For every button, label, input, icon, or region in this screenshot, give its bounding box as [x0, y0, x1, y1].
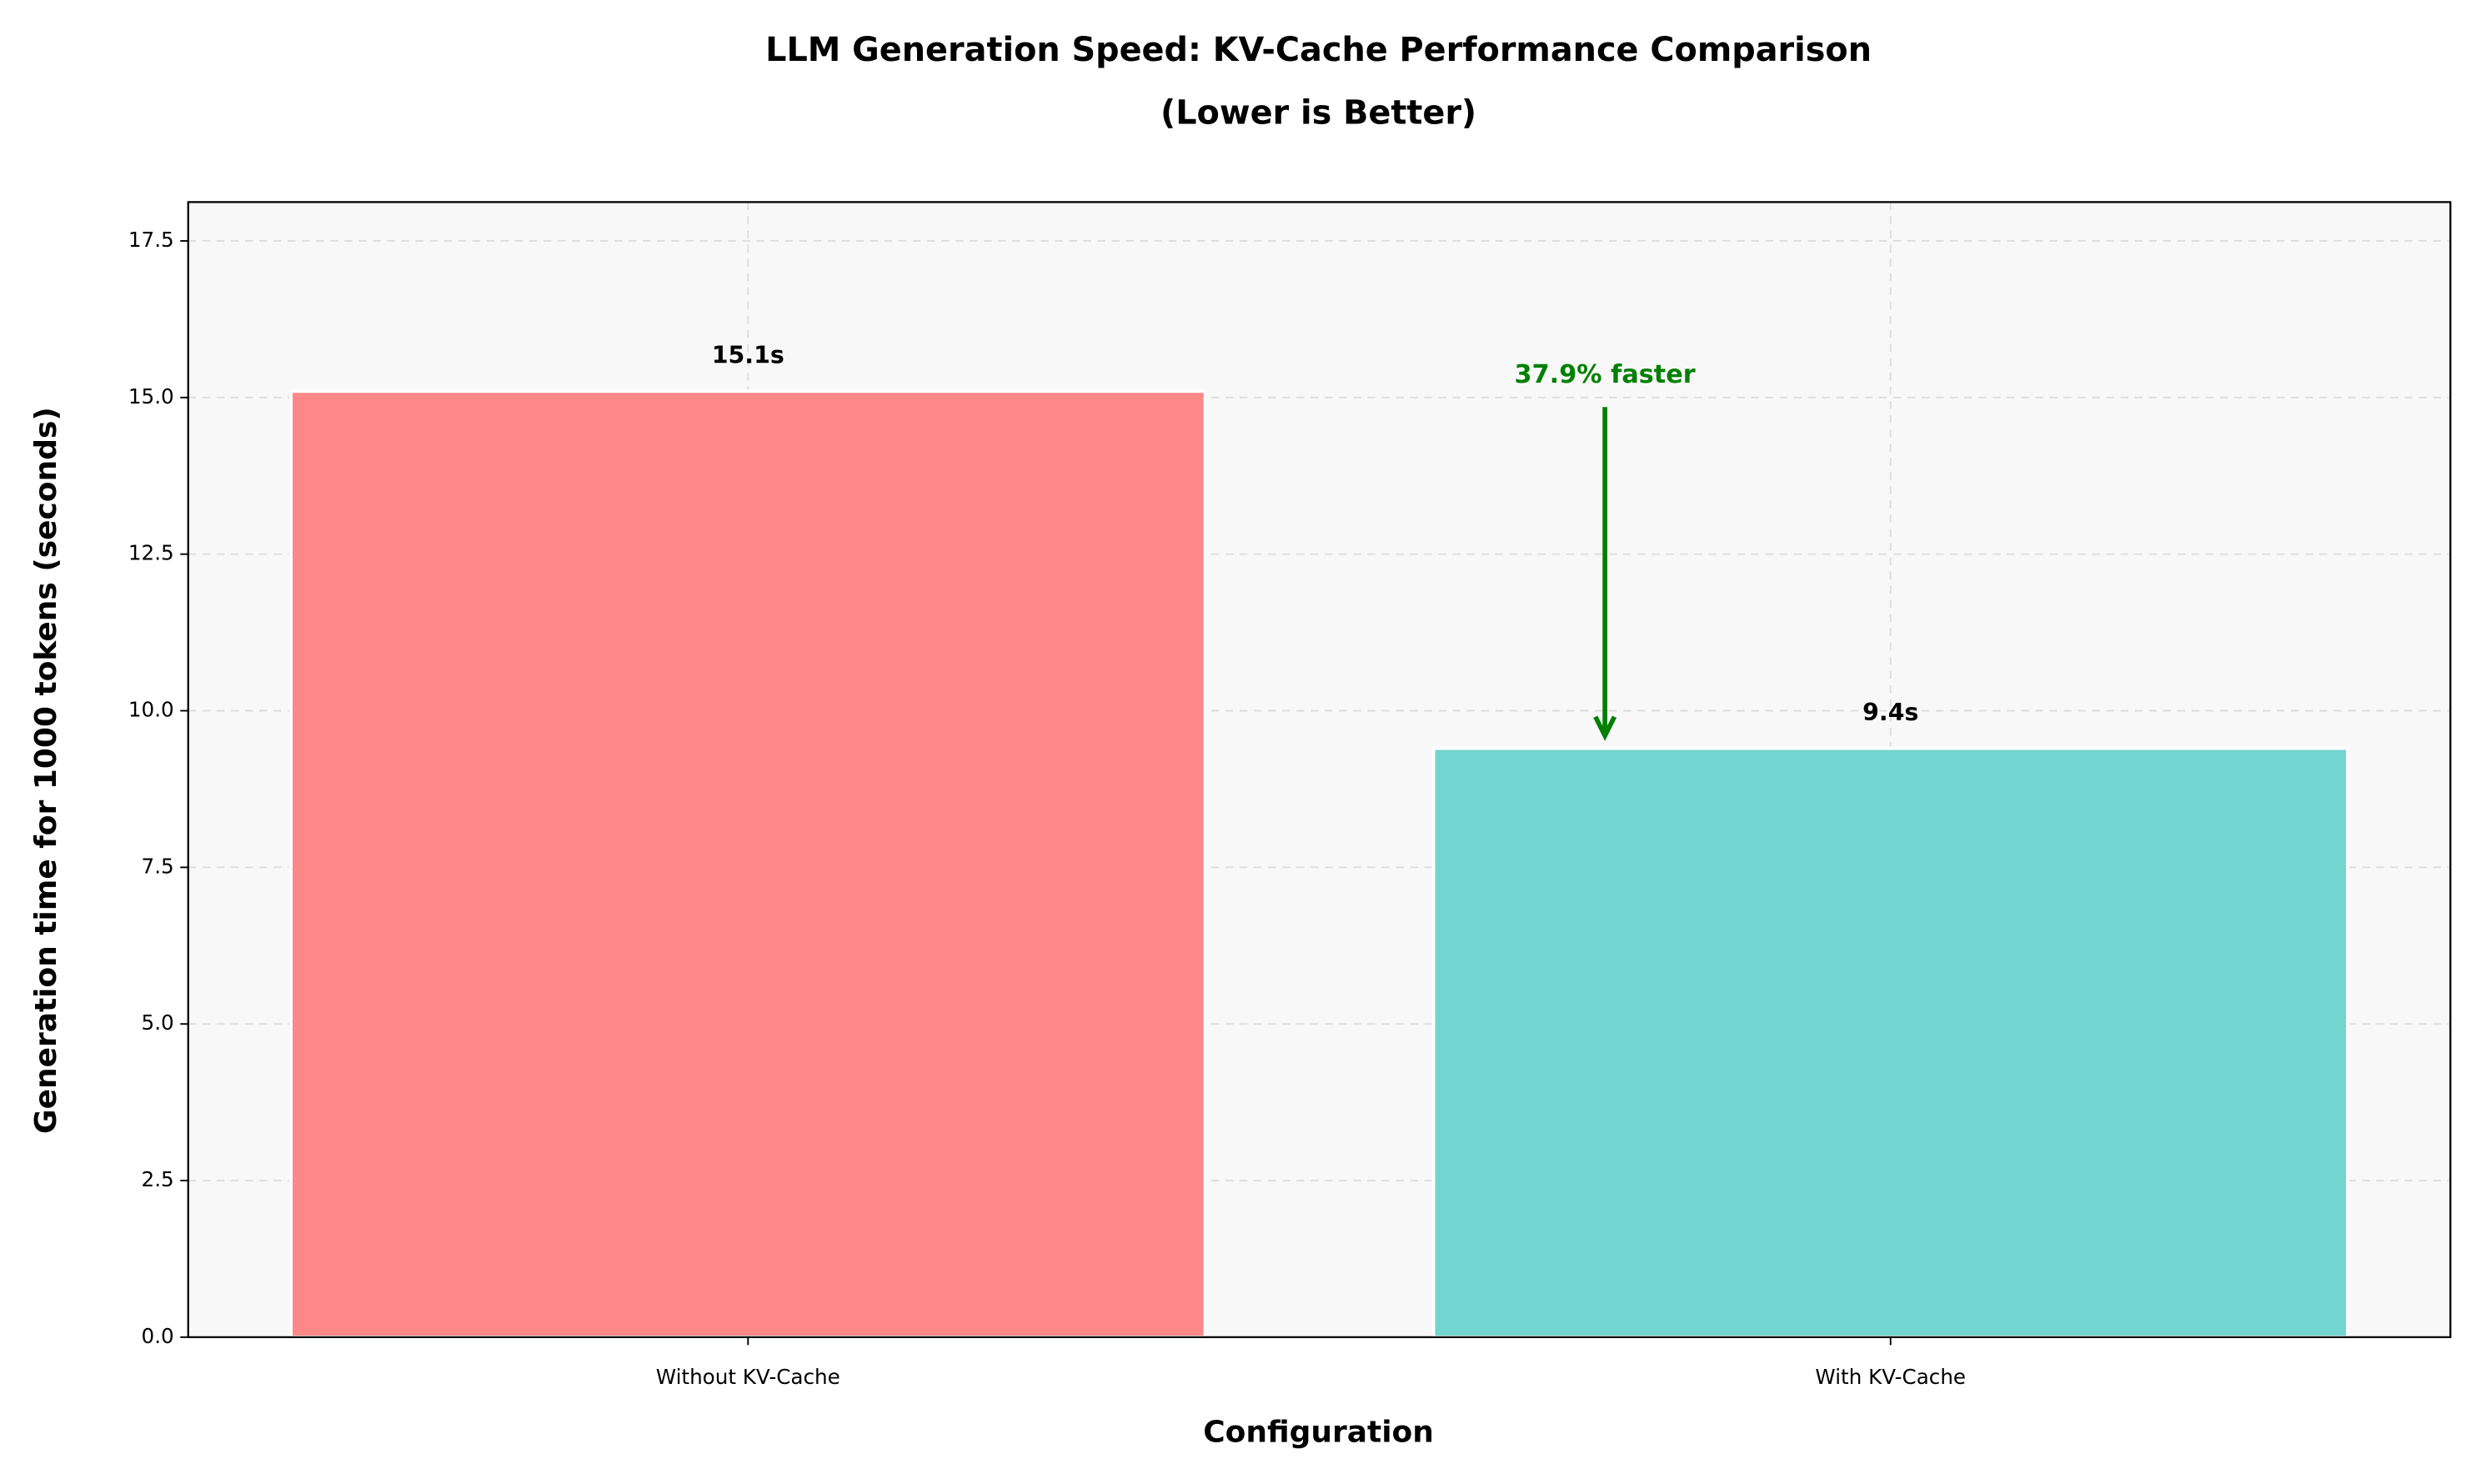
- x-axis-label: Configuration: [1203, 1415, 1434, 1449]
- y-tick-label: 10.0: [128, 698, 174, 722]
- annotation-arrowhead: [1593, 715, 1617, 741]
- x-tick-label: Without KV-Cache: [656, 1365, 840, 1389]
- chart-title: LLM Generation Speed: KV-Cache Performan…: [765, 31, 1872, 69]
- bar: [1431, 746, 2349, 1339]
- y-tick-label: 17.5: [128, 228, 174, 252]
- x-tick-label: With KV-Cache: [1815, 1365, 1966, 1389]
- value-label: 15.1s: [712, 342, 784, 369]
- chart-subtitle: (Lower is Better): [1160, 94, 1476, 133]
- value-label: 9.4s: [1862, 699, 1918, 726]
- y-axis-label: Generation time for 1000 tokens (seconds…: [29, 407, 63, 1134]
- y-tick-label: 12.5: [128, 541, 174, 565]
- bar: [289, 389, 1207, 1339]
- y-tick-label: 15.0: [128, 384, 174, 409]
- y-tick-label: 0.0: [142, 1324, 174, 1348]
- annotation: 37.9% faster: [1515, 360, 1696, 389]
- y-tick-label: 5.0: [142, 1010, 174, 1035]
- y-tick-label: 7.5: [142, 854, 174, 878]
- plot-frame: [187, 201, 2452, 1339]
- y-tick-label: 2.5: [142, 1167, 174, 1191]
